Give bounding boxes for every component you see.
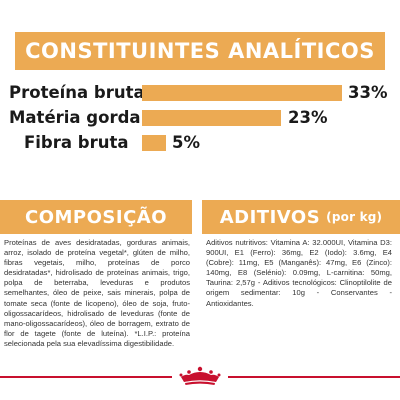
nutrient-bar-fat [142, 110, 281, 126]
nutrient-label-fiber: Fibra bruta [24, 133, 129, 152]
brand-logo [172, 365, 228, 387]
additives-unit: (por kg) [326, 210, 383, 224]
nutrient-row-protein: Proteína bruta 33% [0, 81, 400, 105]
crown-icon [179, 366, 221, 385]
nutrient-bar-protein [142, 85, 342, 101]
additives-banner: ADITIVOS (por kg) [202, 200, 400, 234]
nutrient-label-protein: Proteína bruta [9, 83, 145, 102]
nutrient-value-fiber: 5% [172, 133, 201, 152]
nutrient-value-fat: 23% [288, 108, 328, 127]
analytics-banner: CONSTITUINTES ANALÍTICOS [15, 32, 385, 70]
composition-text: Proteínas de aves desidratadas, gorduras… [4, 238, 190, 348]
additives-text: Aditivos nutritivos: Vitamina A: 32.000U… [206, 238, 392, 308]
composition-banner: COMPOSIÇÃO [0, 200, 192, 234]
nutrient-value-protein: 33% [348, 83, 388, 102]
nutrient-row-fat: Matéria gorda bruta 23% [0, 106, 400, 130]
additives-title: ADITIVOS [219, 206, 321, 228]
analytics-title: CONSTITUINTES ANALÍTICOS [25, 39, 375, 63]
nutrient-row-fiber: Fibra bruta 5% [0, 131, 400, 155]
nutrient-bar-fiber [142, 135, 166, 151]
composition-title: COMPOSIÇÃO [24, 206, 168, 228]
